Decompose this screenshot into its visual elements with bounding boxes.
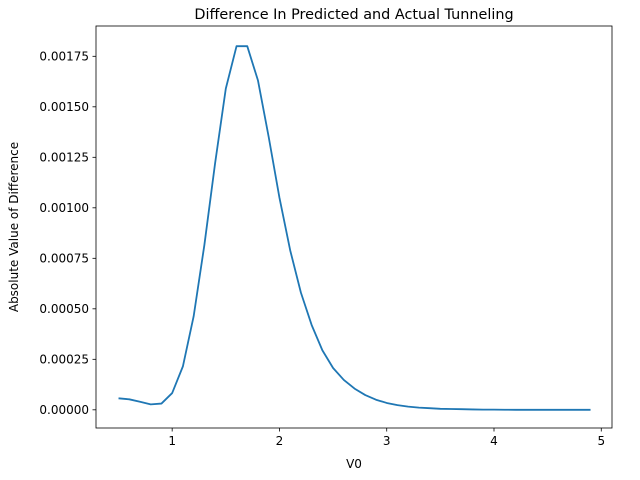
y-tick-label: 0.00025: [39, 352, 89, 366]
y-tick-label: 0.00075: [39, 251, 89, 265]
x-tick-label: 3: [383, 434, 391, 448]
y-tick-label: 0.00150: [39, 100, 89, 114]
x-tick-label: 5: [597, 434, 605, 448]
y-tick-label: 0.00100: [39, 201, 89, 215]
y-tick-label: 0.00050: [39, 302, 89, 316]
x-tick-label: 1: [168, 434, 176, 448]
y-tick-label: 0.00175: [39, 49, 89, 63]
chart-title: Difference In Predicted and Actual Tunne…: [194, 7, 513, 23]
y-tick-label: 0.00125: [39, 150, 89, 164]
x-tick-label: 4: [490, 434, 498, 448]
x-tick-label: 2: [276, 434, 284, 448]
y-axis-label: Absolute Value of Difference: [7, 142, 21, 312]
x-axis-label: V0: [346, 457, 362, 471]
y-tick-label: 0.00000: [39, 403, 89, 417]
